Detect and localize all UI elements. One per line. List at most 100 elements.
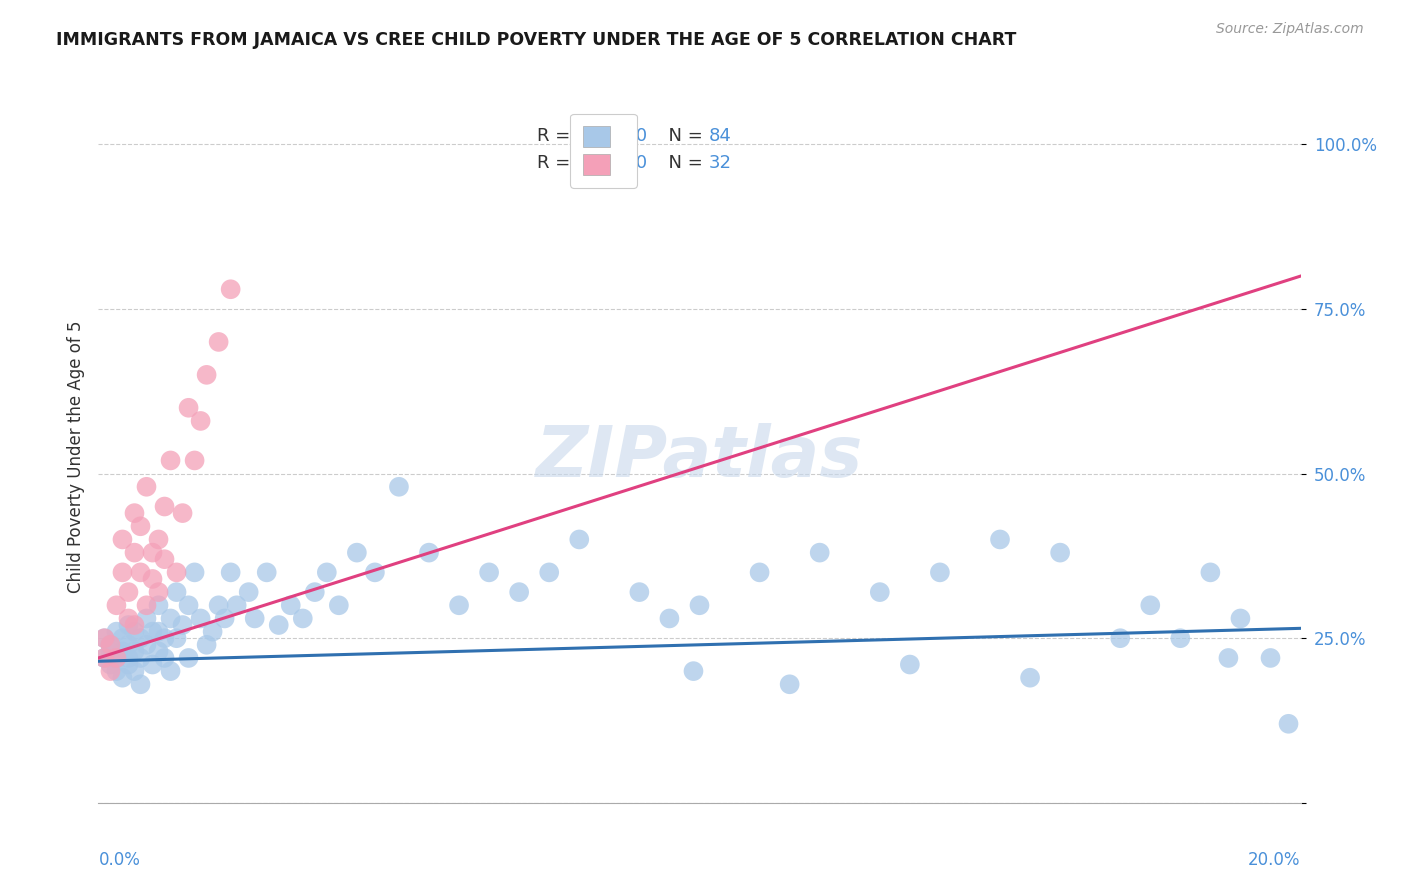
Point (898, 657, 921, 672)
Point (346, 546, 368, 560)
Point (256, 566, 278, 580)
Point (190, 414, 212, 428)
Point (195, 638, 218, 652)
Text: 20.0%: 20.0% (1249, 851, 1301, 869)
Point (177, 599, 200, 613)
Point (1229, 611, 1251, 625)
Point (135, 611, 157, 625)
Point (159, 664, 181, 678)
Point (166, 585, 188, 599)
Point (172, 618, 194, 632)
Point (166, 566, 188, 580)
Text: 0.580: 0.580 (598, 154, 648, 172)
Point (105, 664, 128, 678)
Point (100, 644, 122, 658)
Point (190, 611, 212, 625)
Point (201, 624, 224, 639)
Point (129, 677, 152, 691)
Point (748, 566, 770, 580)
Point (153, 552, 176, 566)
Point (280, 599, 302, 613)
Point (478, 566, 501, 580)
Point (117, 657, 139, 672)
Point (628, 585, 651, 599)
Point (219, 282, 242, 296)
Point (1019, 671, 1042, 685)
Point (129, 631, 152, 645)
Point (148, 585, 170, 599)
Point (153, 651, 176, 665)
Point (225, 599, 247, 613)
Point (135, 480, 157, 494)
Point (291, 611, 314, 625)
Point (779, 677, 801, 691)
Point (267, 618, 290, 632)
Point (148, 644, 170, 658)
Point (148, 599, 170, 613)
Text: R =: R = (537, 127, 576, 145)
Point (93, 631, 115, 645)
Point (159, 611, 181, 625)
Point (447, 599, 470, 613)
Point (1139, 599, 1161, 613)
Point (124, 644, 146, 658)
Point (418, 546, 440, 560)
Text: Source: ZipAtlas.com: Source: ZipAtlas.com (1216, 22, 1364, 37)
Point (1170, 631, 1192, 645)
Text: IMMIGRANTS FROM JAMAICA VS CREE CHILD POVERTY UNDER THE AGE OF 5 CORRELATION CHA: IMMIGRANTS FROM JAMAICA VS CREE CHILD PO… (56, 31, 1017, 49)
Point (159, 453, 181, 467)
Text: N =: N = (658, 127, 709, 145)
Point (135, 599, 157, 613)
Point (141, 657, 163, 672)
Point (1109, 631, 1132, 645)
Point (315, 566, 337, 580)
Point (124, 618, 146, 632)
Point (682, 664, 704, 678)
Text: 32: 32 (709, 154, 733, 172)
Point (117, 638, 139, 652)
Point (93, 651, 115, 665)
Point (988, 533, 1011, 547)
Point (183, 566, 205, 580)
Point (219, 566, 242, 580)
Point (1049, 546, 1071, 560)
Point (153, 500, 176, 514)
Point (111, 566, 134, 580)
Point (328, 599, 350, 613)
Point (100, 664, 122, 678)
Point (124, 624, 146, 639)
Point (129, 651, 152, 665)
Point (172, 506, 194, 520)
Point (364, 566, 387, 580)
Point (195, 368, 218, 382)
Point (808, 546, 831, 560)
Point (153, 631, 176, 645)
Point (1218, 651, 1240, 665)
Point (208, 599, 231, 613)
Point (238, 585, 260, 599)
Text: 0.140: 0.140 (598, 127, 648, 145)
Text: N =: N = (658, 154, 709, 172)
Y-axis label: Child Poverty Under the Age of 5: Child Poverty Under the Age of 5 (66, 321, 84, 593)
Point (1277, 716, 1299, 731)
Point (568, 533, 591, 547)
Point (1199, 566, 1222, 580)
Point (124, 664, 146, 678)
Text: R =: R = (537, 154, 576, 172)
Text: 0.0%: 0.0% (98, 851, 141, 869)
Point (141, 624, 163, 639)
Point (177, 401, 200, 415)
Point (658, 611, 681, 625)
Point (100, 657, 122, 672)
Text: 84: 84 (709, 127, 733, 145)
Point (117, 611, 139, 625)
Point (141, 546, 163, 560)
Point (243, 611, 266, 625)
Point (105, 599, 128, 613)
Point (508, 585, 530, 599)
Point (135, 638, 157, 652)
Point (538, 566, 561, 580)
Point (929, 566, 952, 580)
Point (124, 546, 146, 560)
Point (177, 651, 200, 665)
